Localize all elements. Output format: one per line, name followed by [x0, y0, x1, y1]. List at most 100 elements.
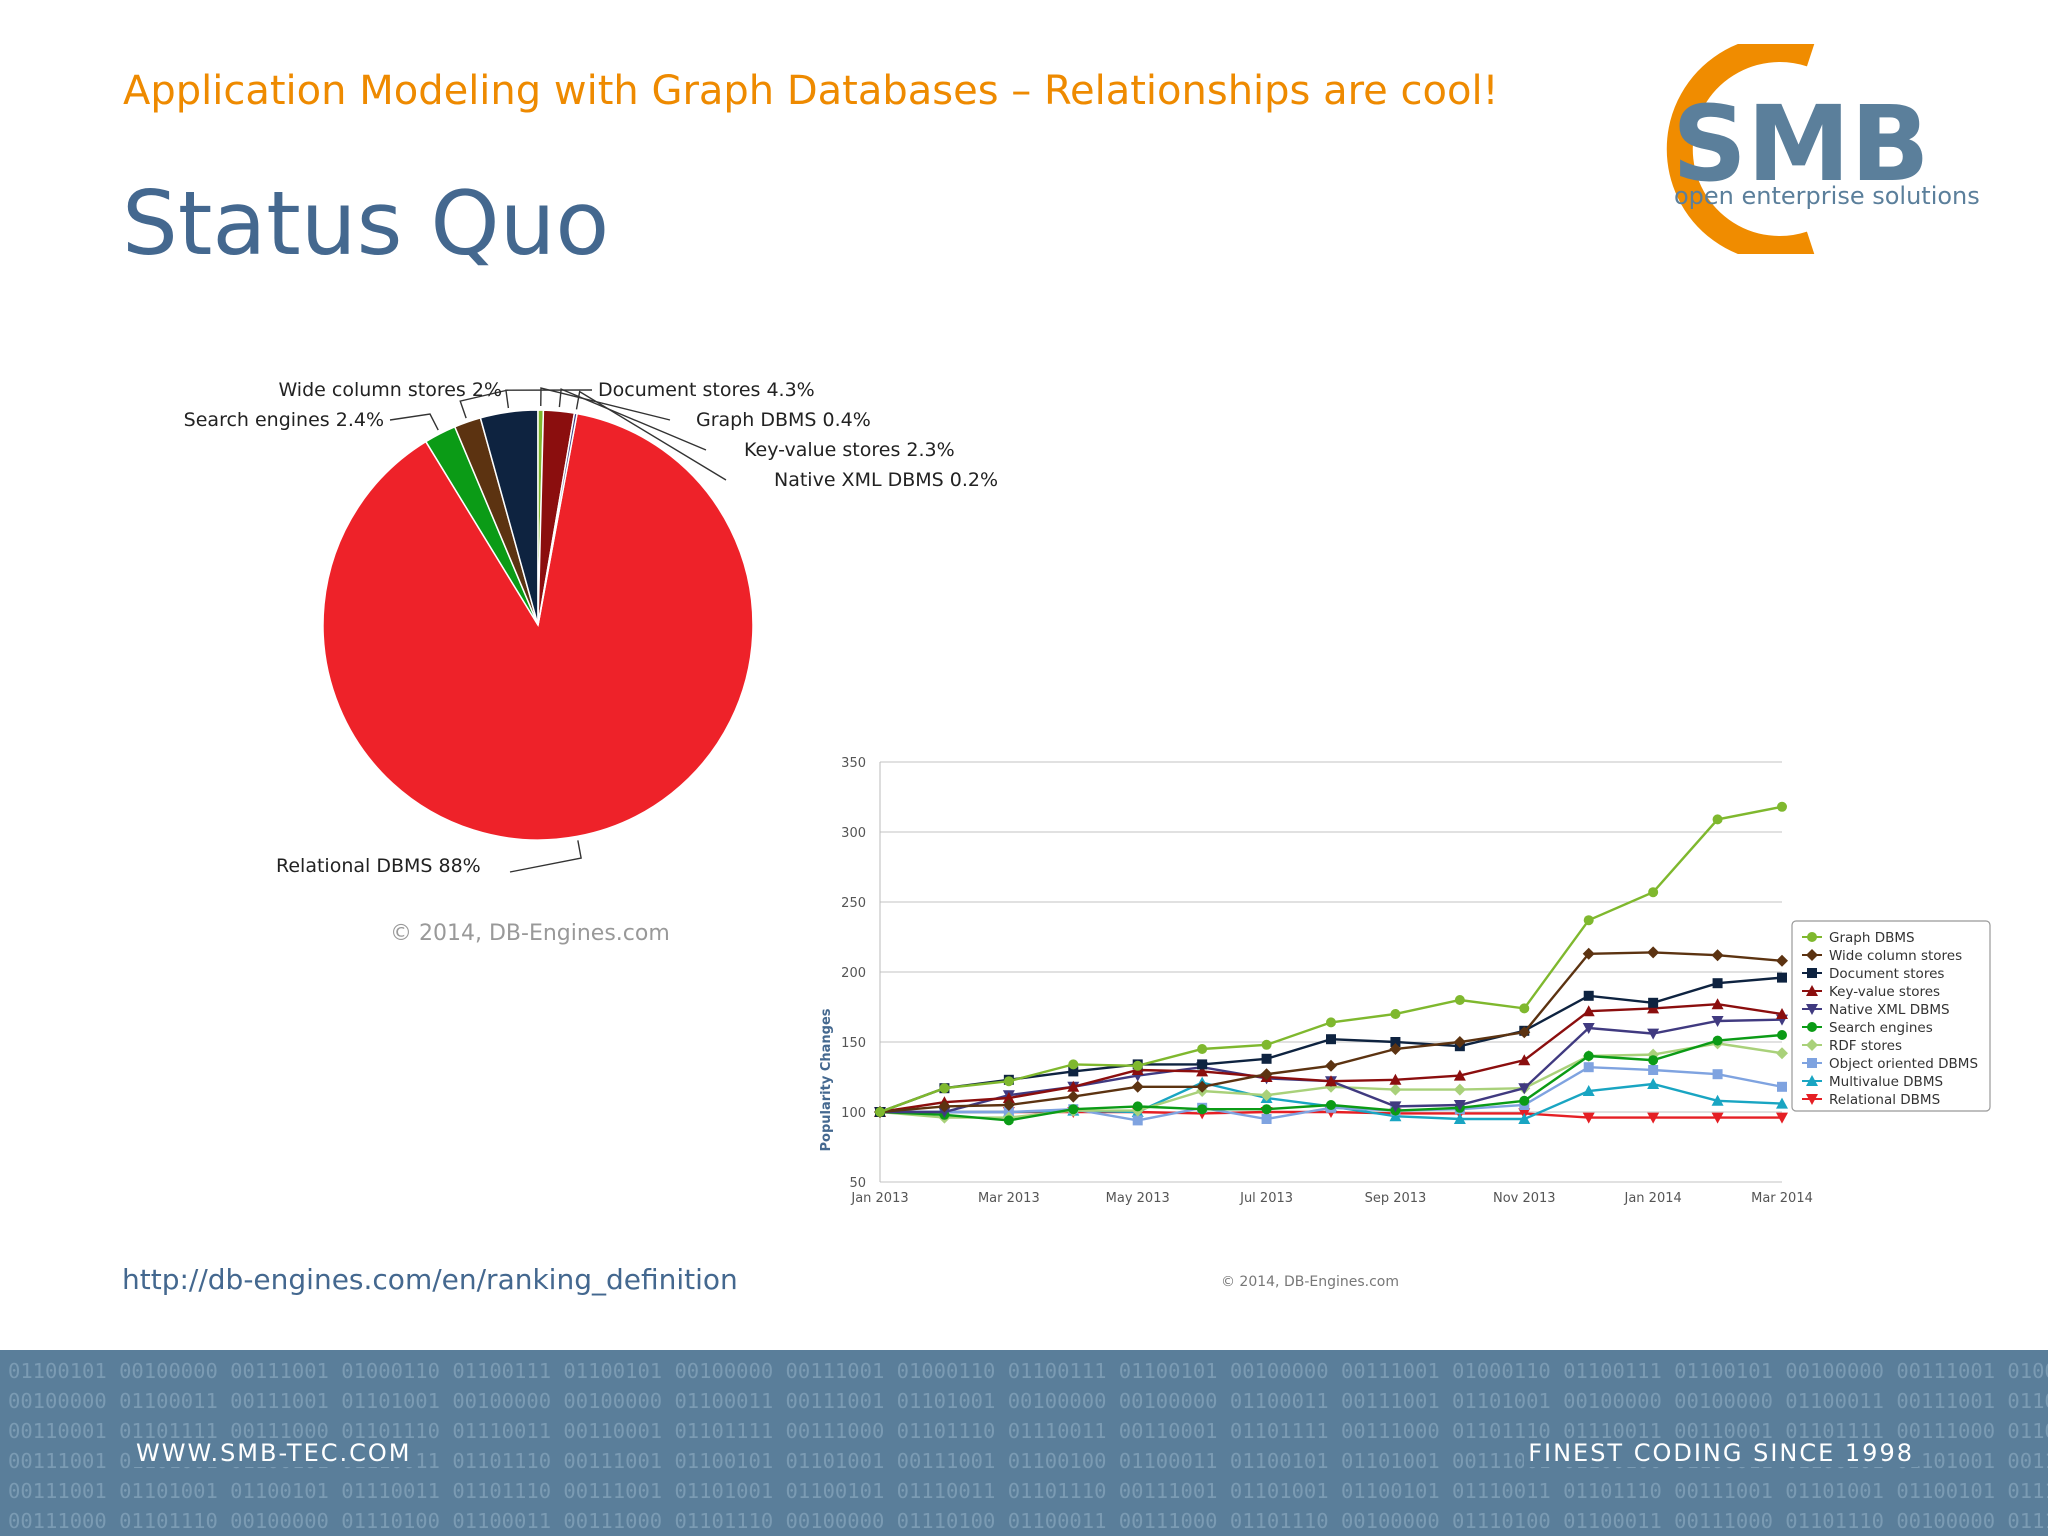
data-point — [939, 1083, 950, 1094]
legend-label: Multivalue DBMS — [1829, 1074, 1943, 1090]
slide-title: Status Quo — [122, 172, 610, 275]
data-point — [1326, 1100, 1336, 1110]
pie-label: Search engines 2.4% — [184, 409, 384, 431]
pie-chart: Relational DBMS 88% Search engines 2.4% Wi… — [184, 379, 998, 946]
data-point — [1068, 1104, 1079, 1115]
x-tick-label: Jan 2013 — [850, 1191, 908, 1206]
x-tick-label: Mar 2013 — [978, 1191, 1040, 1206]
data-point — [1197, 1059, 1208, 1070]
chart-legend: Graph DBMS Wide column stores Document sto… — [1791, 920, 1991, 1112]
data-point — [1326, 1017, 1336, 1028]
x-tick-labels: Jan 2013 Mar 2013 May 2013 Jul 2013 Sep 2013… — [850, 1191, 1813, 1206]
data-point — [1454, 995, 1465, 1005]
pie-label: Relational DBMS 88% — [276, 855, 481, 877]
legend-item[interactable]: Relational DBMS — [1802, 1092, 1940, 1108]
data-point — [1712, 1035, 1723, 1046]
data-point — [1002, 1092, 1015, 1103]
data-point — [1260, 1089, 1273, 1102]
data-point — [1068, 1059, 1079, 1070]
x-tick-label: Jan 2014 — [1624, 1191, 1682, 1206]
data-point — [1325, 1059, 1337, 1072]
presentation-subtitle: Application Modeling with Graph Database… — [123, 68, 1499, 114]
legend-marker — [1807, 968, 1817, 978]
data-point — [1002, 1099, 1015, 1111]
binary-line: 00111001 01101001 01100101 01110011 0110… — [8, 1479, 2048, 1503]
legend-item[interactable]: RDF stores — [1802, 1038, 1902, 1054]
binary-background: 01100101 00100000 00111001 01000110 0110… — [8, 1356, 2048, 1536]
data-point — [1776, 1047, 1788, 1060]
legend-item[interactable]: Native XML DBMS — [1802, 1002, 1950, 1018]
x-tick-label: Nov 2013 — [1493, 1191, 1556, 1206]
legend-item[interactable]: Object oriented DBMS — [1802, 1056, 1978, 1072]
data-point — [1647, 1078, 1660, 1089]
data-point — [1647, 1112, 1660, 1124]
data-point — [1648, 1055, 1659, 1066]
grid-lines — [879, 761, 1782, 1183]
data-point — [1261, 1104, 1272, 1115]
data-point — [1518, 1054, 1531, 1066]
data-point — [1453, 1036, 1466, 1048]
footer-bar: 01100101 00100000 00111001 01000110 0110… — [0, 1350, 2048, 1536]
y-tick-label: 350 — [841, 756, 866, 771]
pie-leader-line — [575, 390, 727, 481]
data-point — [1518, 1026, 1531, 1039]
data-point — [1711, 1016, 1724, 1027]
data-point — [1712, 1069, 1723, 1080]
pie-leader-line — [459, 389, 509, 419]
data-point — [1776, 1097, 1788, 1109]
logo-arc — [1666, 44, 1815, 254]
pie-labels: Relational DBMS 88% Search engines 2.4% Wi… — [184, 379, 998, 877]
y-axis-label: Popularity Changes — [819, 1008, 834, 1151]
data-point — [938, 1107, 951, 1118]
data-point — [1777, 972, 1787, 983]
y-tick-label: 300 — [841, 826, 866, 841]
data-point — [1261, 1053, 1272, 1064]
legend-item[interactable]: Search engines — [1802, 1020, 1933, 1036]
legend-item[interactable]: Key-value stores — [1802, 984, 1940, 1000]
legend-label: Document stores — [1829, 966, 1944, 982]
binary-line: 00100000 01100011 00111001 01101001 0010… — [8, 1389, 2048, 1413]
data-point — [1196, 1080, 1209, 1093]
data-point — [1389, 1073, 1402, 1085]
data-point — [1197, 1044, 1208, 1054]
legend-marker — [1807, 932, 1817, 942]
data-point — [1583, 1051, 1594, 1061]
data-point — [1131, 1080, 1144, 1093]
data-point — [1518, 1113, 1531, 1124]
data-point — [1389, 1043, 1402, 1055]
footer-website[interactable]: WWW.SMB-TEC.COM — [132, 1439, 416, 1467]
data-point — [1453, 1100, 1466, 1111]
legend-item[interactable]: Multivalue DBMS — [1802, 1074, 1943, 1090]
data-point — [1711, 1112, 1724, 1124]
data-point — [1067, 1090, 1080, 1103]
x-tick-label: Sep 2013 — [1365, 1191, 1427, 1206]
x-tick-label: Mar 2014 — [1751, 1191, 1813, 1206]
data-point — [1325, 1075, 1337, 1087]
x-tick-label: Jul 2013 — [1239, 1191, 1293, 1206]
legend-item[interactable]: Wide column stores — [1802, 948, 1962, 964]
legend-label: RDF stores — [1829, 1038, 1902, 1054]
binary-line: 00110001 01101111 00111000 01101110 0111… — [8, 1419, 2048, 1443]
pie-leader-lines — [389, 387, 727, 873]
data-point — [1776, 1112, 1788, 1124]
data-point — [1711, 949, 1724, 962]
pie-leader-line — [389, 413, 439, 431]
data-point — [1776, 1008, 1788, 1019]
data-point — [1712, 814, 1723, 825]
logo-wordmark: SMB — [1672, 83, 1930, 205]
data-point — [1582, 1005, 1595, 1017]
data-point — [1003, 1076, 1014, 1087]
data-point — [1777, 801, 1787, 812]
pie-slice — [322, 412, 754, 841]
data-point — [1647, 1028, 1660, 1040]
y-tick-label: 50 — [849, 1176, 866, 1191]
data-point — [1711, 998, 1724, 1010]
data-point — [1132, 1101, 1143, 1112]
data-point — [1389, 1110, 1402, 1122]
data-point — [1390, 1009, 1401, 1019]
source-link[interactable]: http://db-engines.com/en/ranking_definit… — [122, 1263, 738, 1296]
legend-marker — [1806, 1075, 1818, 1086]
legend-item[interactable]: Document stores — [1802, 966, 1944, 982]
legend-item[interactable]: Graph DBMS — [1802, 930, 1915, 946]
legend-label: Relational DBMS — [1829, 1092, 1940, 1108]
